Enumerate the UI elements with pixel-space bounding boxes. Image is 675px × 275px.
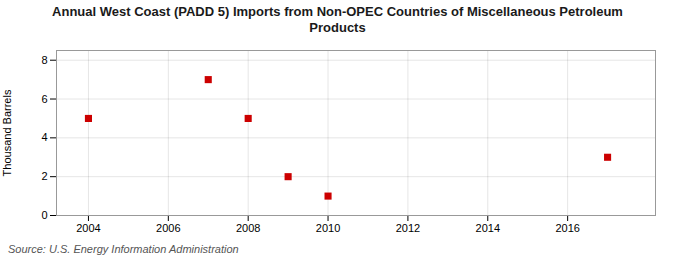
svg-text:2006: 2006 [156,222,180,234]
svg-text:2012: 2012 [396,222,420,234]
svg-text:Thousand Barrels: Thousand Barrels [1,89,13,176]
svg-text:4: 4 [41,131,47,143]
svg-text:8: 8 [41,54,47,66]
svg-text:0: 0 [41,209,47,221]
svg-text:2010: 2010 [316,222,340,234]
svg-text:2014: 2014 [476,222,500,234]
svg-text:2: 2 [41,170,47,182]
svg-text:2008: 2008 [236,222,260,234]
svg-text:2004: 2004 [76,222,100,234]
html-text:Annual West Coast (PADD 5) Imp: Annual West Coast (PADD 5) Imports from … [52,4,623,35]
svg-text:2016: 2016 [555,222,579,234]
html-text:Source: U.S. Energy Informatio: Source: U.S. Energy Information Administ… [8,243,239,255]
svg-text:6: 6 [41,93,47,105]
